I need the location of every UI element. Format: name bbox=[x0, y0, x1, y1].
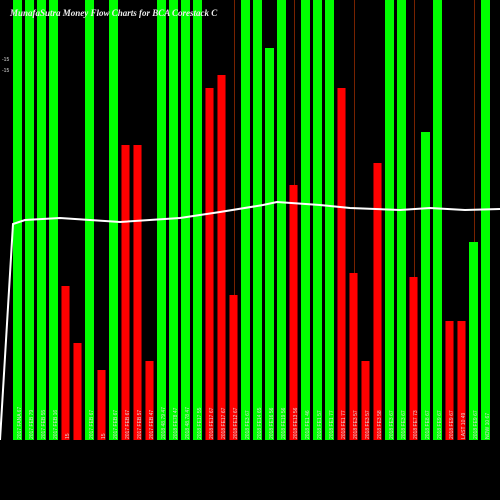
trend-line bbox=[0, 202, 500, 440]
chart-title: MunafaSutra Money Flow Charts for BCA Co… bbox=[10, 8, 490, 18]
chart-plot-area bbox=[0, 0, 500, 440]
x-axis-labels: 2017 FANA 672017 FEB 792017 FEB 552017 F… bbox=[0, 440, 500, 500]
price-line bbox=[0, 0, 500, 440]
